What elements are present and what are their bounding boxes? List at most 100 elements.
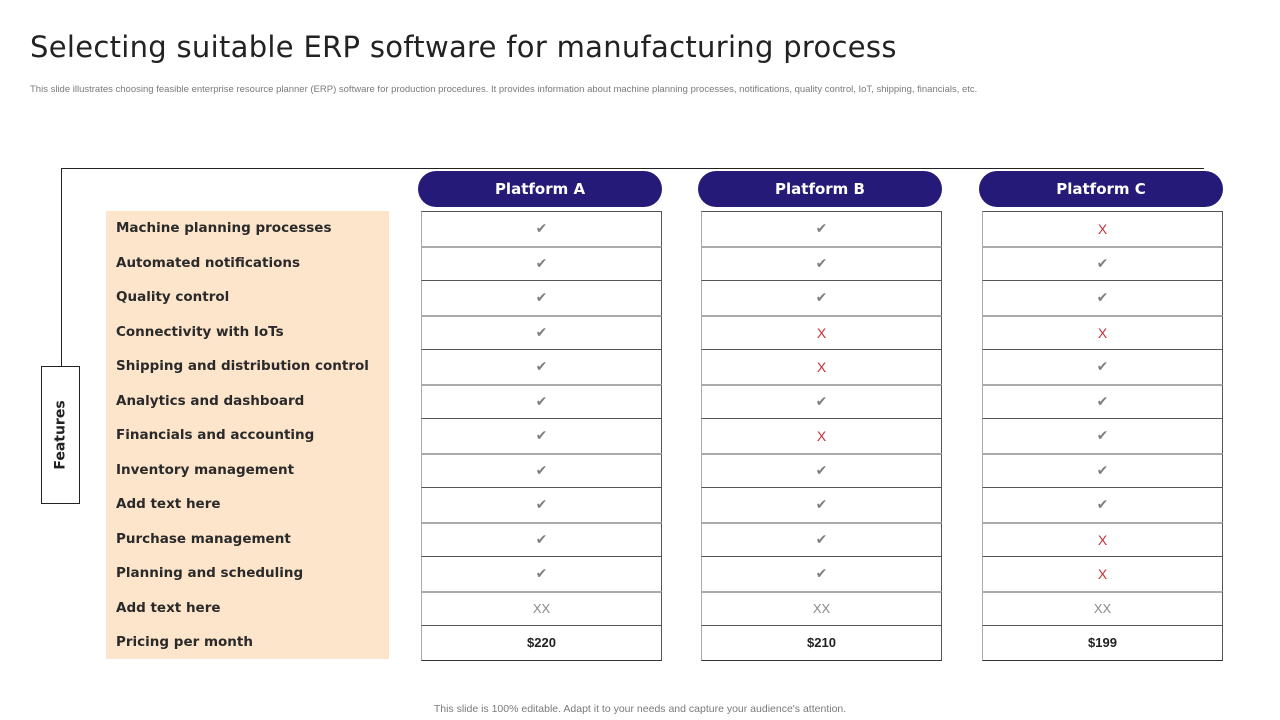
feature-row: Pricing per month	[116, 634, 253, 650]
table-cell: ✔	[421, 383, 662, 418]
check-icon: ✔	[1096, 358, 1109, 375]
table-cell: X	[701, 418, 942, 453]
table-cell: $210	[701, 625, 942, 661]
price-value: $199	[1088, 635, 1117, 651]
table-cell: X	[982, 556, 1223, 591]
table-cell: ✔	[421, 521, 662, 556]
page-title: Selecting suitable ERP software for manu…	[30, 30, 897, 64]
table-cell: XX	[701, 590, 942, 625]
table-cell: ✔	[701, 556, 942, 591]
price-value: $220	[527, 635, 556, 651]
table-cell: ✔	[982, 487, 1223, 522]
placeholder-value: XX	[1093, 601, 1112, 617]
check-icon: ✔	[815, 220, 828, 237]
check-icon: ✔	[535, 393, 548, 410]
feature-row: Planning and scheduling	[116, 565, 304, 581]
placeholder-value: XX	[812, 601, 831, 617]
page-subtitle: This slide illustrates choosing feasible…	[30, 84, 978, 95]
table-cell: ✔	[421, 280, 662, 315]
check-icon: ✔	[815, 565, 828, 582]
platform-grid: X ✔ ✔ X ✔ ✔ ✔ ✔ ✔ X X XX $199	[982, 211, 1223, 661]
check-icon: ✔	[815, 393, 828, 410]
table-cell: XX	[982, 590, 1223, 625]
feature-row: Purchase management	[116, 530, 291, 547]
table-cell: ✔	[421, 418, 662, 453]
placeholder-value: XX	[532, 601, 551, 617]
table-cell: ✔	[982, 349, 1223, 384]
cross-icon: X	[1097, 565, 1108, 582]
table-cell: X	[982, 211, 1223, 246]
feature-row: Add text here	[116, 496, 221, 512]
table-cell: XX	[421, 590, 662, 625]
feature-list-panel: Machine planning processes Automated noti…	[106, 211, 389, 659]
feature-row: Machine planning processes	[116, 220, 332, 236]
check-icon: ✔	[535, 220, 548, 237]
check-icon: ✔	[535, 255, 548, 272]
check-icon: ✔	[815, 531, 828, 548]
feature-row: Quality control	[116, 289, 230, 305]
table-cell: ✔	[701, 521, 942, 556]
price-value: $210	[807, 635, 836, 651]
bracket-line-horizontal	[61, 168, 1204, 169]
platform-header: Platform A	[418, 171, 662, 207]
bracket-line-vertical	[61, 168, 62, 366]
table-cell: $199	[982, 625, 1223, 661]
check-icon: ✔	[1096, 393, 1109, 410]
table-cell: ✔	[421, 556, 662, 591]
platform-header: Platform B	[698, 171, 942, 207]
platform-column-b: Platform B ✔ ✔ ✔ X X ✔ X ✔ ✔ ✔ ✔ XX $210	[698, 171, 942, 661]
feature-row: Inventory management	[116, 461, 295, 478]
footer-note: This slide is 100% editable. Adapt it to…	[433, 703, 847, 715]
check-icon: ✔	[535, 462, 548, 479]
check-icon: ✔	[1096, 427, 1109, 444]
table-cell: $220	[421, 625, 662, 661]
table-cell: ✔	[421, 452, 662, 487]
platform-grid: ✔ ✔ ✔ ✔ ✔ ✔ ✔ ✔ ✔ ✔ ✔ XX $220	[421, 211, 662, 661]
table-cell: ✔	[421, 314, 662, 349]
feature-row: Analytics and dashboard	[116, 392, 305, 409]
cross-icon: X	[816, 324, 827, 341]
table-cell: ✔	[701, 211, 942, 246]
table-cell: ✔	[421, 245, 662, 280]
feature-row: Financials and accounting	[116, 427, 315, 443]
check-icon: ✔	[535, 289, 548, 306]
table-cell: ✔	[982, 245, 1223, 280]
cross-icon: X	[1097, 220, 1108, 237]
check-icon: ✔	[1096, 496, 1109, 513]
features-label-box: Features	[41, 366, 80, 504]
check-icon: ✔	[1096, 255, 1109, 272]
table-cell: ✔	[421, 349, 662, 384]
platform-column-a: Platform A ✔ ✔ ✔ ✔ ✔ ✔ ✔ ✔ ✔ ✔ ✔ XX $220	[418, 171, 662, 661]
table-cell: X	[701, 349, 942, 384]
table-cell: ✔	[421, 487, 662, 522]
check-icon: ✔	[535, 565, 548, 582]
check-icon: ✔	[535, 427, 548, 444]
check-icon: ✔	[815, 496, 828, 513]
cross-icon: X	[816, 358, 827, 375]
table-cell: ✔	[982, 383, 1223, 418]
table-cell: ✔	[982, 280, 1223, 315]
feature-row: Automated notifications	[116, 254, 301, 271]
table-cell: ✔	[982, 452, 1223, 487]
table-cell: ✔	[982, 418, 1223, 453]
table-cell: ✔	[701, 383, 942, 418]
table-cell: ✔	[421, 211, 662, 246]
table-cell: ✔	[701, 245, 942, 280]
table-cell: X	[982, 521, 1223, 556]
table-cell: X	[701, 314, 942, 349]
check-icon: ✔	[815, 462, 828, 479]
table-cell: ✔	[701, 452, 942, 487]
check-icon: ✔	[535, 496, 548, 513]
check-icon: ✔	[535, 358, 548, 375]
platform-column-c: Platform C X ✔ ✔ X ✔ ✔ ✔ ✔ ✔ X X XX $199	[979, 171, 1223, 661]
check-icon: ✔	[1096, 462, 1109, 479]
cross-icon: X	[816, 427, 827, 444]
check-icon: ✔	[535, 324, 548, 341]
features-label: Features	[52, 400, 69, 470]
table-cell: X	[982, 314, 1223, 349]
feature-row: Connectivity with IoTs	[116, 323, 284, 340]
table-cell: ✔	[701, 280, 942, 315]
feature-row: Shipping and distribution control	[116, 358, 369, 374]
cross-icon: X	[1097, 324, 1108, 341]
feature-row: Add text here	[116, 599, 221, 616]
